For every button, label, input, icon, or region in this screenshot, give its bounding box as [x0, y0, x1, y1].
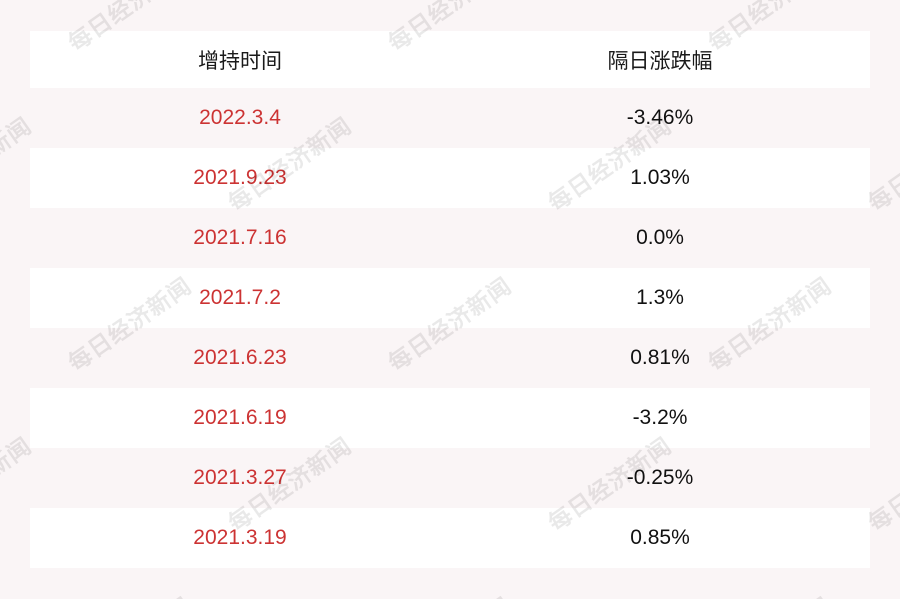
cell-next-day-change: 0.85% [630, 526, 690, 549]
cell-increase-date: 2021.3.27 [193, 466, 287, 489]
table-header-row: 增持时间 隔日涨跌幅 [30, 31, 870, 88]
cell-next-day-change: -3.2% [632, 406, 688, 429]
table-row: 2021.3.27 -0.25% [30, 448, 870, 508]
table-container: 增持时间 隔日涨跌幅 2022.3.4 -3.46% 2021.9.23 1.03% 2… [30, 31, 870, 568]
cell-increase-date: 2022.3.4 [199, 106, 281, 129]
table-row: 2021.6.23 0.81% [30, 328, 870, 388]
table-header: 增持时间 隔日涨跌幅 [30, 31, 870, 88]
table-row: 2021.3.19 0.85% [30, 508, 870, 568]
cell-increase-date: 2021.3.19 [193, 526, 287, 549]
table-row: 2022.3.4 -3.46% [30, 88, 870, 148]
watermark-text: 每日经济新闻 [60, 587, 197, 599]
cell-increase-date: 2021.7.2 [199, 286, 281, 309]
watermark-text: 每日经济新闻 [700, 587, 837, 599]
shareholding-increase-table: 增持时间 隔日涨跌幅 2022.3.4 -3.46% 2021.9.23 1.03% 2… [30, 31, 870, 568]
table-body: 2022.3.4 -3.46% 2021.9.23 1.03% 2021.7.16 0.0… [30, 88, 870, 568]
cell-next-day-change: 1.03% [630, 166, 690, 189]
cell-increase-date: 2021.6.23 [193, 346, 287, 369]
table-row: 2021.7.2 1.3% [30, 268, 870, 328]
cell-next-day-change: -0.25% [626, 466, 694, 489]
cell-increase-date: 2021.7.16 [193, 226, 287, 249]
table-row: 2021.9.23 1.03% [30, 148, 870, 208]
watermark-text: 每日经济新闻 [380, 587, 517, 599]
column-header-change: 隔日涨跌幅 [607, 48, 713, 73]
cell-next-day-change: 1.3% [636, 286, 684, 309]
cell-increase-date: 2021.6.19 [193, 406, 287, 429]
table-row: 2021.6.19 -3.2% [30, 388, 870, 448]
cell-increase-date: 2021.9.23 [193, 166, 287, 189]
cell-next-day-change: -3.46% [626, 106, 694, 129]
cell-next-day-change: 0.81% [630, 346, 690, 369]
table-row: 2021.7.16 0.0% [30, 208, 870, 268]
column-header-date: 增持时间 [198, 48, 282, 73]
cell-next-day-change: 0.0% [636, 226, 684, 249]
